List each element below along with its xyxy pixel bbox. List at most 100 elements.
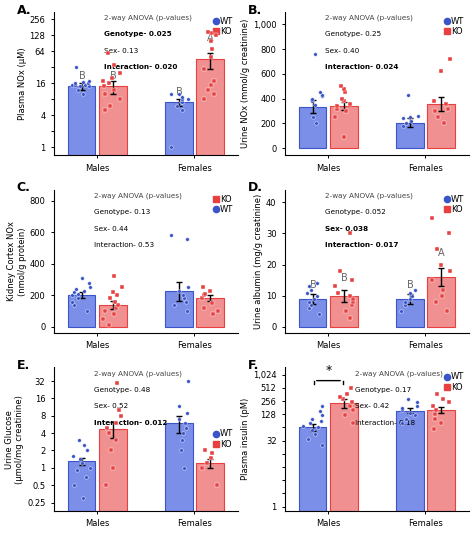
Point xyxy=(342,88,349,96)
Point xyxy=(179,98,186,107)
Point xyxy=(68,291,76,300)
Point xyxy=(319,401,326,410)
Point xyxy=(307,285,315,294)
Text: Genotype- 0.052: Genotype- 0.052 xyxy=(325,209,386,215)
Point xyxy=(86,283,94,292)
Text: B: B xyxy=(79,70,85,80)
Point xyxy=(80,286,87,295)
Text: Genotype- 0.17: Genotype- 0.17 xyxy=(355,387,411,393)
Bar xyxy=(396,410,424,533)
Point xyxy=(406,295,414,303)
Point xyxy=(183,408,191,417)
Point xyxy=(105,79,113,87)
Point xyxy=(101,307,109,316)
Point xyxy=(402,119,410,127)
Point xyxy=(70,481,78,489)
Text: A.: A. xyxy=(17,4,31,17)
Point xyxy=(83,446,91,455)
Point xyxy=(203,459,211,467)
Bar xyxy=(100,86,127,533)
Point xyxy=(110,272,118,281)
Text: Interaction- 0.18: Interaction- 0.18 xyxy=(355,420,415,426)
Point xyxy=(68,80,76,89)
Point xyxy=(407,117,415,125)
Point xyxy=(340,133,348,141)
Bar xyxy=(428,277,455,327)
Bar xyxy=(100,429,127,533)
Point xyxy=(314,279,321,287)
Point xyxy=(107,446,115,455)
Point xyxy=(398,419,406,427)
Point xyxy=(314,423,322,431)
Point xyxy=(214,481,221,489)
Y-axis label: Urine Glucose
(µmol/mg creatinine): Urine Glucose (µmol/mg creatinine) xyxy=(5,394,24,483)
Point xyxy=(112,419,120,427)
Point xyxy=(336,393,343,401)
Text: Sex- 0.42: Sex- 0.42 xyxy=(355,403,389,409)
Point xyxy=(68,297,76,306)
Point xyxy=(106,102,113,110)
Point xyxy=(178,436,186,445)
Point xyxy=(207,29,215,37)
Point xyxy=(334,288,342,297)
Point xyxy=(71,301,78,309)
Point xyxy=(438,67,445,76)
Text: Sex- 0.44: Sex- 0.44 xyxy=(94,225,128,232)
Point xyxy=(208,53,215,61)
Point xyxy=(86,278,93,287)
Point xyxy=(413,401,421,410)
Point xyxy=(308,426,315,434)
Point xyxy=(407,288,414,297)
Bar xyxy=(68,295,95,327)
Point xyxy=(348,398,356,407)
Point xyxy=(73,466,81,475)
Point xyxy=(398,307,405,316)
Text: Sex- 0.13: Sex- 0.13 xyxy=(103,48,138,54)
Point xyxy=(108,74,116,83)
Point xyxy=(346,401,354,410)
Point xyxy=(348,301,356,309)
Y-axis label: Plasma insulin (pM): Plasma insulin (pM) xyxy=(241,398,250,480)
Point xyxy=(332,113,339,122)
Point xyxy=(311,50,319,59)
Point xyxy=(402,415,410,423)
Point xyxy=(101,90,109,99)
Text: E.: E. xyxy=(17,359,30,372)
Point xyxy=(109,464,117,472)
Point xyxy=(175,401,183,410)
Point xyxy=(317,417,325,425)
Point xyxy=(406,113,414,122)
Point xyxy=(200,304,208,312)
Point xyxy=(167,231,174,240)
Point xyxy=(303,288,310,297)
Text: A: A xyxy=(207,34,213,43)
Point xyxy=(201,289,209,298)
Text: Sex- 0.52: Sex- 0.52 xyxy=(94,403,128,409)
Point xyxy=(343,389,350,398)
Point xyxy=(306,419,314,427)
Point xyxy=(446,55,454,63)
Point xyxy=(444,104,452,113)
Point xyxy=(209,45,216,53)
Point xyxy=(316,88,324,96)
Point xyxy=(346,313,354,322)
Point xyxy=(184,283,191,292)
Point xyxy=(411,285,419,294)
Point xyxy=(413,397,421,406)
Point xyxy=(104,423,111,432)
Text: Sex- 0.038: Sex- 0.038 xyxy=(325,225,368,232)
Text: B.: B. xyxy=(248,4,262,17)
Point xyxy=(209,299,216,308)
Point xyxy=(178,92,185,101)
Point xyxy=(117,69,124,77)
Text: B: B xyxy=(175,86,182,96)
Point xyxy=(111,297,118,306)
Text: A: A xyxy=(438,248,444,259)
Point xyxy=(432,406,439,414)
Point xyxy=(349,298,357,306)
Text: B: B xyxy=(109,70,116,80)
Text: Interaction- 0.53: Interaction- 0.53 xyxy=(94,242,155,248)
Point xyxy=(310,113,317,122)
Point xyxy=(312,119,320,127)
Point xyxy=(183,307,191,316)
